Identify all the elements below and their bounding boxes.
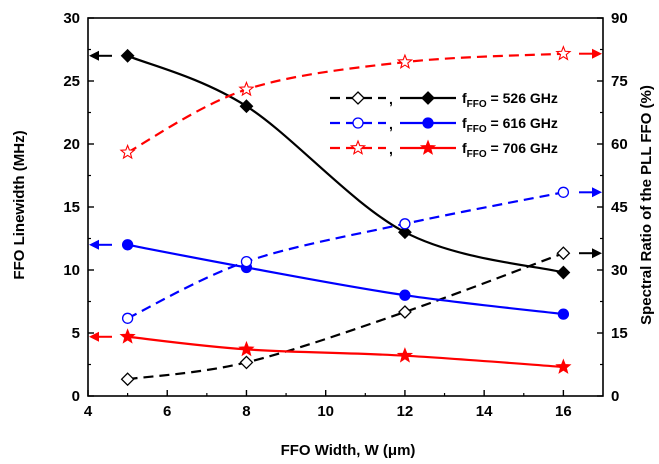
x-tick-label-0: 4 [84, 403, 93, 420]
x-tick-label-6: 16 [555, 403, 572, 420]
legend-marker-open-1 [352, 117, 364, 129]
data-point-706-linewidth-1 [238, 340, 255, 357]
x-tick-label-1: 6 [163, 403, 171, 420]
legend-marker-filled-2 [419, 139, 437, 155]
indicator-arrowhead [89, 50, 99, 61]
data-point-526-spectral-ratio-3 [556, 246, 571, 261]
y-tick-label-5: 25 [63, 73, 80, 90]
series-line-616-spectral-ratio [127, 191, 564, 320]
legend: , fFFO = 526 GHz, fFFO = 616 GHz, fFFO = 70… [330, 90, 558, 160]
x-tick-label-4: 12 [397, 403, 414, 420]
legend-entry-1: , fFFO = 616 GHz [330, 115, 558, 135]
y-tick-label-6: 30 [63, 10, 80, 27]
y2-tick-label-6: 90 [611, 10, 628, 27]
data-point-616-spectral-ratio-0 [121, 312, 134, 324]
data-point-706-spectral-ratio-3 [555, 45, 572, 61]
x-tick-label-5: 14 [476, 403, 493, 420]
series-line-526-linewidth [127, 54, 564, 274]
legend-label-0: fFFO = 526 GHz [462, 90, 558, 110]
data-point-616-spectral-ratio-2 [399, 218, 411, 230]
series-line-526-spectral-ratio [127, 252, 564, 381]
y2-tick-label-2: 30 [611, 262, 628, 279]
legend-marker-filled-0 [421, 91, 435, 105]
plot-frame [87, 17, 604, 397]
axis-indicator-right-616 [579, 187, 602, 198]
data-point-616-linewidth-3 [557, 308, 570, 320]
axis-indicator-left-616 [89, 239, 112, 250]
data-point-706-linewidth-2 [396, 347, 414, 363]
data-point-706-linewidth-0 [119, 328, 136, 344]
indicator-arrowhead [592, 48, 602, 59]
data-point-706-spectral-ratio-2 [396, 53, 414, 69]
legend-marker-open-0 [351, 91, 365, 105]
x-tick-label-2: 8 [242, 403, 250, 420]
y2-tick-label-3: 45 [611, 199, 628, 216]
legend-label-2: fFFO = 706 GHz [462, 140, 558, 160]
series-526-spectral-ratio [120, 246, 571, 387]
legend-marker-open-2 [349, 139, 367, 155]
axis-indicator-right-706 [579, 48, 602, 59]
indicator-arrowhead [89, 239, 99, 250]
y2-tick-label-0: 0 [611, 388, 619, 405]
y2-tick-label-4: 60 [611, 136, 628, 153]
data-point-616-spectral-ratio-3 [557, 186, 570, 198]
plot-area [119, 45, 572, 387]
series-line-706-linewidth [127, 335, 564, 369]
series-616-linewidth [121, 239, 570, 320]
data-point-526-linewidth-2 [398, 225, 412, 240]
y2-tick-label-1: 15 [611, 325, 628, 342]
axis-indicator-left-526 [89, 50, 112, 61]
y-tick-label-1: 5 [72, 325, 80, 342]
series-616-spectral-ratio [121, 186, 570, 324]
data-point-526-spectral-ratio-1 [239, 355, 254, 370]
y-tick-label-0: 0 [72, 388, 80, 405]
series-526-linewidth [120, 48, 571, 280]
x-axis-title: FFO Width, W (μm) [281, 442, 416, 459]
data-point-706-linewidth-3 [555, 358, 572, 374]
data-point-526-spectral-ratio-0 [120, 372, 135, 387]
axis-indicator-left-706 [89, 331, 112, 342]
series-line-706-spectral-ratio [127, 52, 564, 154]
legend-separator-2: , [389, 141, 393, 157]
y-axis-title: FFO Linewidth (MHz) [11, 130, 28, 279]
legend-marker-filled-1 [422, 117, 434, 129]
legend-entry-0: , fFFO = 526 GHz [330, 90, 558, 110]
indicator-arrowhead [89, 331, 99, 342]
legend-separator-0: , [389, 91, 393, 107]
data-point-706-spectral-ratio-0 [119, 143, 136, 160]
legend-separator-1: , [389, 116, 393, 132]
axis-indicator-right-526 [579, 248, 602, 259]
series-706-spectral-ratio [119, 45, 572, 160]
indicator-arrowhead [592, 187, 602, 198]
y2-axis-title: Spectral Ratio of the PLL FFO (%) [638, 85, 655, 325]
data-point-616-linewidth-0 [121, 239, 134, 251]
data-point-706-spectral-ratio-1 [238, 80, 255, 97]
series-line-616-linewidth [127, 243, 564, 316]
legend-label-1: fFFO = 616 GHz [462, 115, 558, 135]
data-point-526-linewidth-0 [120, 48, 135, 63]
indicator-arrowhead [592, 248, 602, 259]
y-tick-label-2: 10 [63, 262, 80, 279]
data-point-526-spectral-ratio-2 [398, 305, 412, 319]
y2-tick-label-5: 75 [611, 73, 628, 90]
axes: 4 6 8 10 12 14 16 0 5 10 15 20 25 30 0 15 30 45 60 75 90 [63, 10, 627, 420]
data-point-526-linewidth-1 [239, 99, 254, 114]
legend-entry-2: , fFFO = 706 GHz [330, 139, 558, 160]
y-tick-label-4: 20 [63, 136, 80, 153]
data-point-526-linewidth-3 [556, 265, 571, 280]
data-point-616-spectral-ratio-1 [240, 255, 253, 268]
data-point-616-linewidth-2 [399, 289, 411, 301]
x-tick-label-3: 10 [317, 403, 334, 420]
series-706-linewidth [119, 328, 572, 374]
y-tick-label-3: 15 [63, 199, 80, 216]
